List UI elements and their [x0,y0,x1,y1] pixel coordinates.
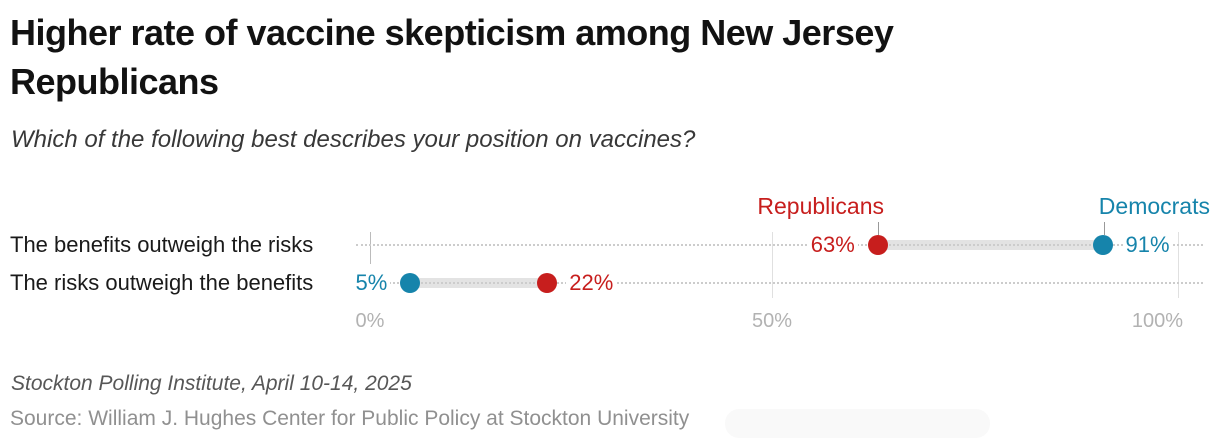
dumbbell-row-risks: The risks outweigh the benefits 22% 5% [0,264,1220,302]
x-tick-100: 100% [1131,310,1183,332]
watermark-smudge [725,409,990,438]
democrats-value-label: 91% [1122,226,1173,264]
legend-pointer-republicans [877,222,879,235]
democrats-dot [1093,235,1114,255]
x-tick-0: 0% [355,310,385,332]
republicans-dot [537,273,558,293]
x-tick-50: 50% [751,310,793,332]
republicans-dot [867,235,888,255]
dotted-gridline [356,282,1203,284]
dotted-gridline [356,244,1203,246]
legend-label-republicans: Republicans [757,193,884,219]
republicans-value-label: 22% [566,264,617,302]
legend-label-democrats: Democrats [1098,193,1210,219]
category-label: The benefits outweigh the risks [10,232,314,257]
chart-subtitle: Which of the following best describes yo… [11,126,696,153]
chart-notes: Stockton Polling Institute, April 10-14,… [11,372,412,395]
gridline-100pct [1178,232,1179,298]
dumbbell-row-benefits: The benefits outweigh the risks 63% 91% [0,226,1220,264]
republicans-value-label: 63% [807,226,858,264]
gridline-50pct [772,232,773,298]
category-label: The risks outweigh the benefits [10,270,314,295]
democrats-dot [400,273,421,293]
chart-title: Higher rate of vaccine skepticism among … [10,12,894,102]
democrats-value-label: 5% [352,264,391,302]
legend-pointer-democrats [1103,222,1105,235]
chart-source: Source: William J. Hughes Center for Pub… [10,407,690,430]
